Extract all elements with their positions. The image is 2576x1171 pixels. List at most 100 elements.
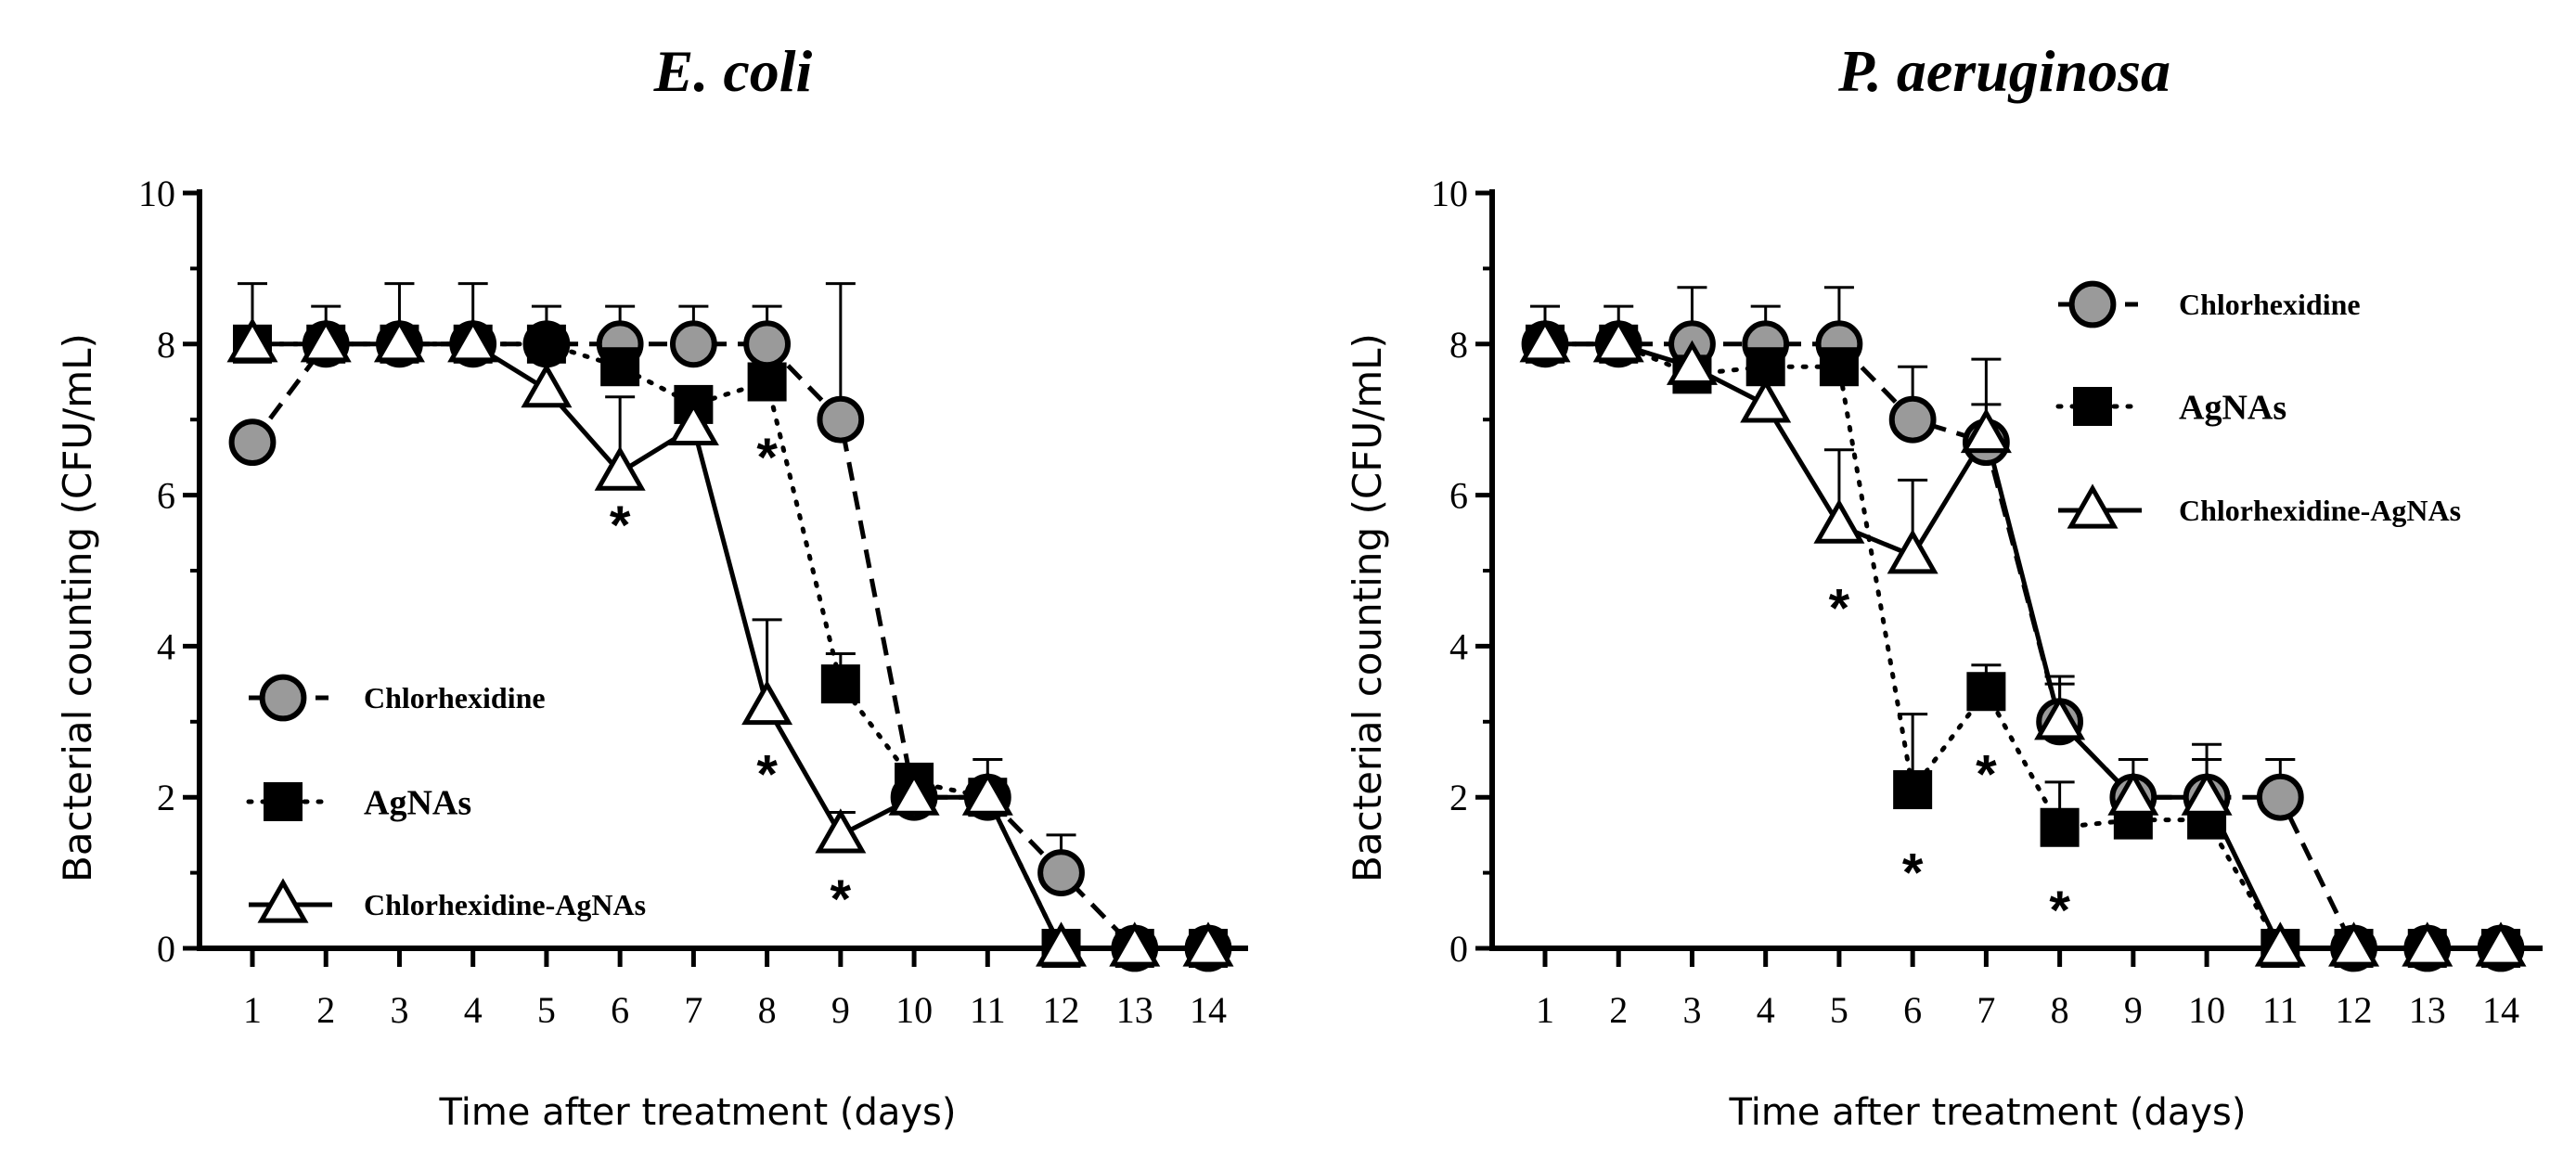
legend-marker-circle xyxy=(2068,280,2117,328)
data-point-triangle-ecoli xyxy=(667,400,719,445)
x-tick-label-ecoli: 6 xyxy=(611,989,629,1031)
data-point-triangle-ecoli xyxy=(888,770,940,816)
data-point-triangle-ecoli xyxy=(741,679,793,726)
data-point-square-paeruginosa xyxy=(1966,672,2006,712)
significance-asterisk: * xyxy=(1976,745,1997,805)
series-line-square-paeruginosa xyxy=(1542,341,2504,951)
legend-item-triangle: Chlorhexidine-AgNAs xyxy=(2058,483,2461,529)
significance-asterisk: * xyxy=(756,428,778,488)
legend-marker-square xyxy=(264,782,303,821)
data-point-triangle-ecoli xyxy=(1036,921,1088,967)
x-tick-label-paeruginosa: 2 xyxy=(1609,989,1628,1031)
x-tick-label-paeruginosa: 5 xyxy=(1830,989,1848,1031)
data-point-triangle-paeruginosa xyxy=(1813,498,1865,544)
data-point-square-paeruginosa xyxy=(1893,770,1933,810)
data-point-triangle-paeruginosa xyxy=(2475,921,2527,967)
data-point-triangle-ecoli xyxy=(300,317,352,363)
legend-item-square: AgNAs xyxy=(2055,387,2286,427)
x-tick-label-paeruginosa: 14 xyxy=(2482,989,2519,1031)
y-tick-label-ecoli: 6 xyxy=(157,475,175,517)
data-point-square-paeruginosa xyxy=(1819,347,1859,387)
data-point-square-paeruginosa xyxy=(2040,807,2080,847)
data-point-triangle-paeruginosa xyxy=(2402,921,2454,967)
data-point-triangle-paeruginosa xyxy=(2107,770,2159,816)
y-tick-label-ecoli: 2 xyxy=(157,777,175,818)
x-tick-label-paeruginosa: 13 xyxy=(2409,989,2446,1031)
x-tick-label-ecoli: 13 xyxy=(1116,989,1153,1031)
significance-asterisk: * xyxy=(756,745,778,805)
data-point-circle-ecoli xyxy=(817,395,865,444)
chart-ecoli: E. coli Bacterial counting (CFU/mL) Time… xyxy=(55,38,1248,1134)
legend-paeruginosa: Chlorhexidine AgNAs Chlorhexidine-AgNAs xyxy=(2055,280,2461,529)
chart-title-ecoli: E. coli xyxy=(653,38,813,104)
y-tick-label-paeruginosa: 2 xyxy=(1449,777,1468,818)
legend-item-triangle: Chlorhexidine-AgNAs xyxy=(249,878,646,923)
legend-label-triangle: Chlorhexidine-AgNAs xyxy=(2179,494,2461,527)
significance-asterisk: * xyxy=(1902,843,1924,903)
x-tick-label-ecoli: 12 xyxy=(1043,989,1080,1031)
x-tick-label-ecoli: 5 xyxy=(537,989,556,1031)
data-point-circle-paeruginosa xyxy=(2256,773,2304,821)
data-point-triangle-ecoli xyxy=(1109,921,1161,967)
x-axis-label-paeruginosa: Time after treatment (days) xyxy=(1729,1091,2247,1134)
legend-marker-triangle xyxy=(257,878,309,923)
legend-label-triangle: Chlorhexidine-AgNAs xyxy=(364,888,646,921)
data-point-triangle-ecoli xyxy=(226,317,278,363)
series-line-square-ecoli xyxy=(250,341,1211,951)
data-point-triangle-paeruginosa xyxy=(1887,529,1938,574)
legend-label-square: AgNAs xyxy=(2179,388,2286,427)
legend-item-circle: Chlorhexidine xyxy=(2058,280,2361,328)
legend-item-circle: Chlorhexidine xyxy=(249,674,546,722)
data-point-triangle-paeruginosa xyxy=(1592,317,1644,363)
x-tick-label-ecoli: 8 xyxy=(758,989,777,1031)
significance-asterisk: * xyxy=(610,495,631,556)
data-point-triangle-ecoli xyxy=(373,317,425,363)
y-tick-label-ecoli: 4 xyxy=(157,625,175,667)
y-tick-label-ecoli: 8 xyxy=(157,324,175,366)
data-point-square-ecoli xyxy=(600,347,640,387)
x-tick-label-ecoli: 9 xyxy=(831,989,850,1031)
series-line-triangle-paeruginosa xyxy=(1545,341,2501,951)
y-tick-label-paeruginosa: 0 xyxy=(1449,928,1468,970)
data-point-triangle-ecoli xyxy=(815,808,867,854)
x-tick-label-ecoli: 11 xyxy=(970,989,1006,1031)
data-point-triangle-ecoli xyxy=(961,770,1013,816)
series-line-circle-paeruginosa xyxy=(1545,341,2501,951)
y-tick-label-paeruginosa: 4 xyxy=(1449,625,1468,667)
legend-ecoli: Chlorhexidine AgNAs Chlorhexidine-AgNAs xyxy=(246,674,646,923)
data-point-circle-ecoli xyxy=(228,418,277,467)
x-tick-label-ecoli: 10 xyxy=(895,989,933,1031)
data-point-triangle-ecoli xyxy=(521,363,573,408)
data-point-circle-ecoli xyxy=(1037,849,1085,896)
y-tick-label-paeruginosa: 10 xyxy=(1431,173,1468,214)
data-point-triangle-paeruginosa xyxy=(2034,695,2086,740)
data-point-triangle-paeruginosa xyxy=(1740,378,1792,423)
x-axis-label-ecoli: Time after treatment (days) xyxy=(439,1091,957,1134)
y-tick-label-paeruginosa: 8 xyxy=(1449,324,1468,366)
data-point-triangle-paeruginosa xyxy=(1960,407,2012,454)
data-point-circle-paeruginosa xyxy=(1888,395,1937,444)
x-tick-label-paeruginosa: 11 xyxy=(2262,989,2299,1031)
data-point-circle-ecoli xyxy=(669,320,717,368)
x-tick-label-paeruginosa: 3 xyxy=(1682,989,1701,1031)
x-tick-label-paeruginosa: 6 xyxy=(1903,989,1922,1031)
y-tick-label-ecoli: 0 xyxy=(157,928,175,970)
data-point-circle-ecoli xyxy=(743,320,792,368)
x-tick-label-paeruginosa: 10 xyxy=(2188,989,2225,1031)
chart-title-paeruginosa: P. aeruginosa xyxy=(1837,38,2170,104)
x-tick-label-ecoli: 2 xyxy=(316,989,335,1031)
y-tick-label-ecoli: 10 xyxy=(138,173,175,214)
y-tick-label-paeruginosa: 6 xyxy=(1449,475,1468,517)
x-tick-label-ecoli: 7 xyxy=(684,989,702,1031)
significance-asterisk: * xyxy=(1829,579,1850,639)
x-tick-label-paeruginosa: 9 xyxy=(2124,989,2143,1031)
data-point-triangle-paeruginosa xyxy=(1519,317,1571,363)
legend-item-square: AgNAs xyxy=(246,782,471,822)
x-tick-label-paeruginosa: 1 xyxy=(1536,989,1554,1031)
legend-label-circle: Chlorhexidine xyxy=(2179,288,2361,321)
data-point-triangle-ecoli xyxy=(1182,921,1234,967)
x-tick-label-ecoli: 4 xyxy=(464,989,483,1031)
significance-asterisk: * xyxy=(2049,881,2070,941)
legend-marker-square xyxy=(2073,387,2112,426)
